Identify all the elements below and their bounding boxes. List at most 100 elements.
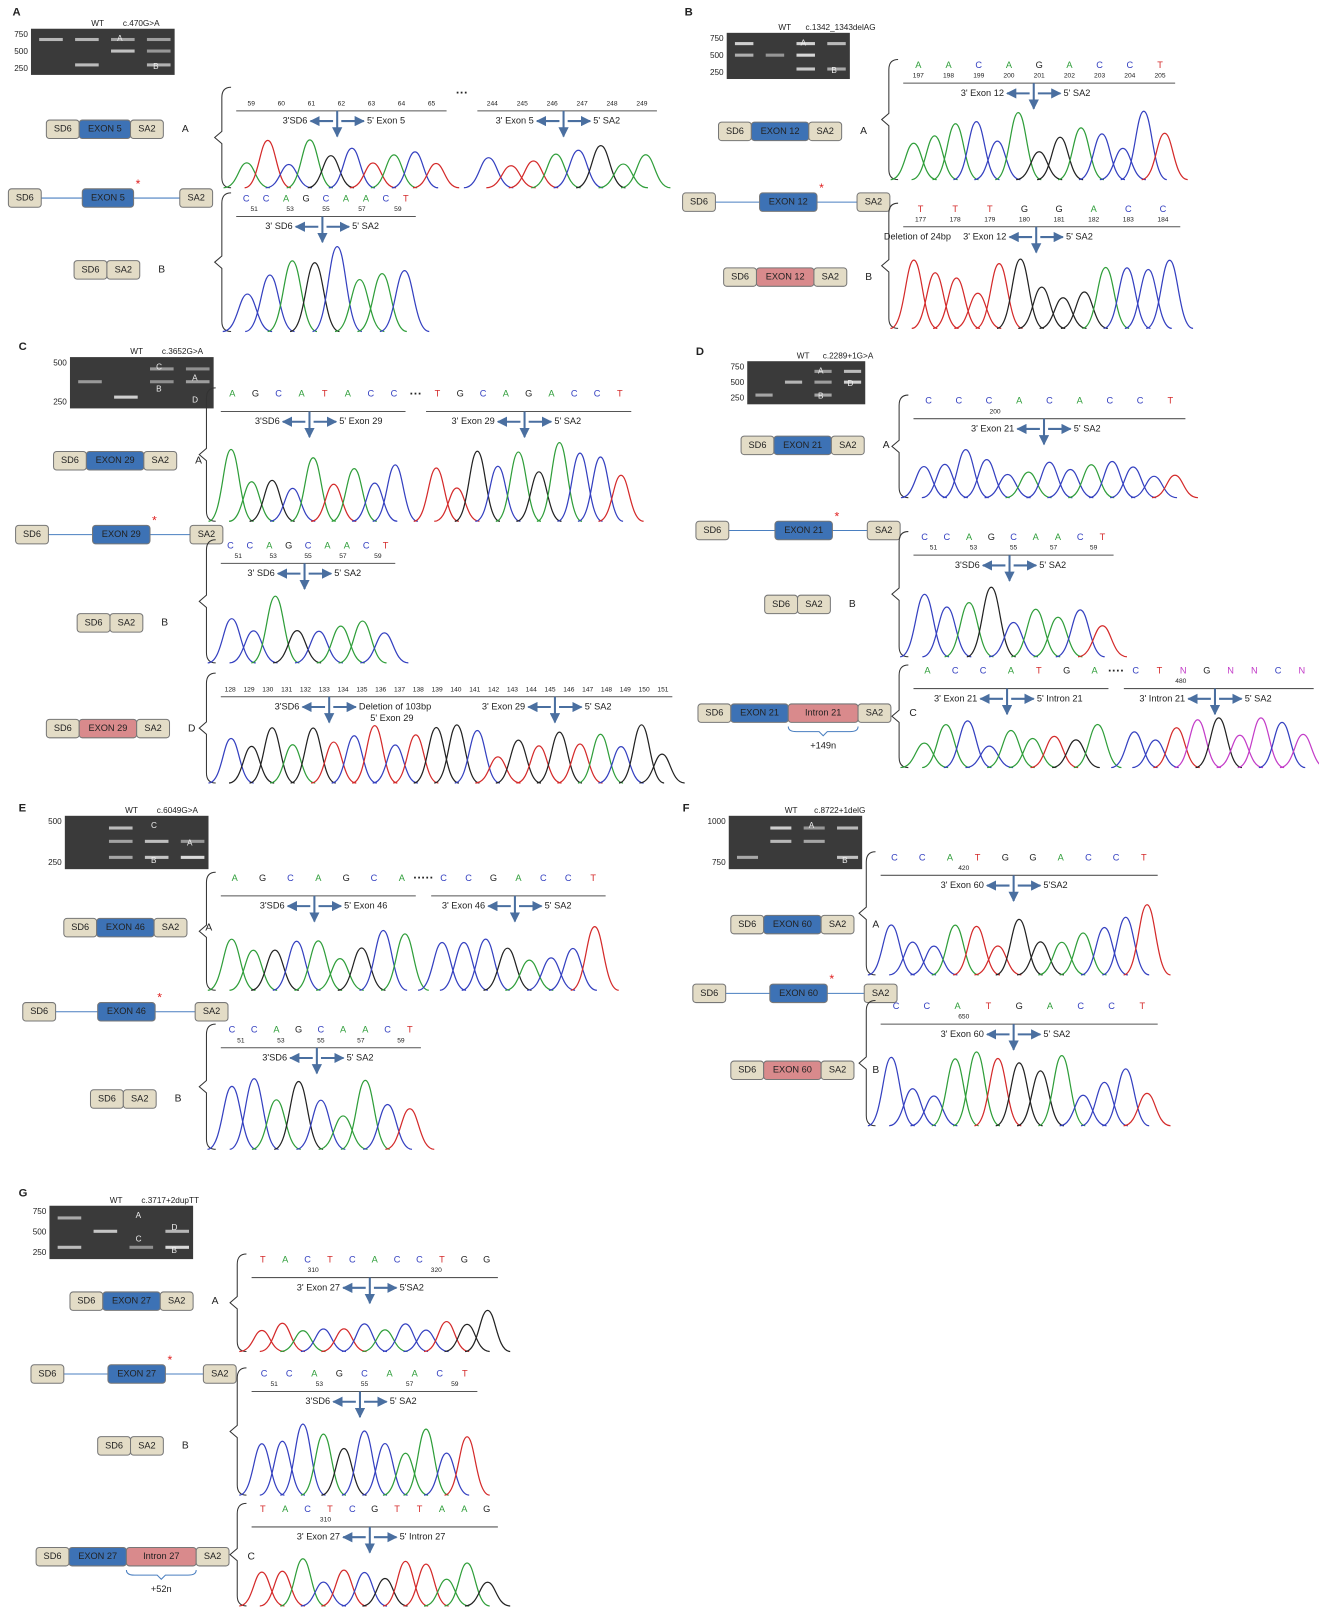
base-call: C xyxy=(1132,666,1139,676)
base-call: C xyxy=(227,540,234,550)
chromatogram-peak xyxy=(1146,260,1193,328)
chromatogram-peak xyxy=(912,136,958,180)
base-call: C xyxy=(1275,666,1282,676)
bracket xyxy=(859,852,875,975)
base-call: C xyxy=(1085,852,1092,862)
base-call: A xyxy=(283,194,290,204)
base-call: T xyxy=(383,540,389,550)
bracket xyxy=(215,87,231,188)
construct-label: EXON 12 xyxy=(769,197,808,207)
chromatogram-peak xyxy=(455,730,500,783)
position-number: 51 xyxy=(235,553,243,560)
base-call: T xyxy=(1157,666,1163,676)
chromatogram-peak xyxy=(229,746,274,783)
junction-label: 5'SA2 xyxy=(400,1282,424,1292)
chromatogram-peak xyxy=(403,1429,448,1495)
construct-label: EXON 27 xyxy=(117,1368,156,1378)
base-call: G xyxy=(461,1255,468,1265)
chromatogram-peak xyxy=(557,744,602,783)
band-label: C xyxy=(151,821,157,830)
base-call: C xyxy=(436,1368,443,1378)
position-number: 137 xyxy=(394,686,405,693)
base-call: C xyxy=(1077,1001,1084,1011)
position-number: 142 xyxy=(488,686,499,693)
gel-band xyxy=(181,840,205,843)
junction-label: 3' SD6 xyxy=(265,221,292,231)
base-call: N xyxy=(1298,666,1305,676)
chromatogram-peak xyxy=(342,1324,387,1352)
base-call: C xyxy=(923,1001,930,1011)
base-call: C xyxy=(921,532,928,542)
position-number: 200 xyxy=(1003,73,1014,80)
bracket xyxy=(215,193,231,332)
bracket xyxy=(199,1024,215,1149)
base-call: T xyxy=(327,1255,333,1265)
construct-label: SA2 xyxy=(203,1006,220,1016)
chromatogram-peak xyxy=(598,747,643,783)
position-number: 130 xyxy=(262,686,273,693)
junction-label: 5' Intron 21 xyxy=(1037,693,1083,703)
position-number: 128 xyxy=(225,686,236,693)
base-call: N xyxy=(1251,666,1258,676)
chromatogram-peak xyxy=(1100,148,1146,179)
note: 5' Exon 29 xyxy=(370,713,413,723)
gel-band xyxy=(75,63,99,66)
size-label: 250 xyxy=(53,397,67,406)
lane-label: WT xyxy=(125,806,138,815)
base-call: T xyxy=(918,204,924,214)
junction-label: 3' Exon 60 xyxy=(941,880,984,890)
construct-label: SA2 xyxy=(839,440,856,450)
gel-band xyxy=(150,380,174,383)
construct-label: SD6 xyxy=(690,197,708,207)
chromatogram-peak xyxy=(516,746,561,783)
junction-label: 3' Exon 12 xyxy=(963,231,1006,241)
chromatogram-peak xyxy=(332,469,377,522)
base-call: G xyxy=(343,873,350,883)
chromatogram-peak xyxy=(291,728,336,783)
gel-band xyxy=(114,396,138,399)
lane-label: WT xyxy=(797,351,810,360)
row-label: A xyxy=(883,440,890,451)
position-number: 57 xyxy=(406,1381,414,1388)
chromatogram-peak xyxy=(1132,740,1178,768)
chromatogram-peak xyxy=(890,260,937,328)
bracket xyxy=(859,1001,875,1126)
chromatogram-peak xyxy=(933,278,980,328)
construct-label: SA2 xyxy=(198,529,215,539)
chromatogram-peak xyxy=(362,1579,407,1606)
chromatogram-peak xyxy=(557,453,602,521)
base-call: G xyxy=(252,388,259,398)
construct-label: SD6 xyxy=(16,192,34,202)
construct-label: Intron 27 xyxy=(143,1551,179,1561)
construct-label: SD6 xyxy=(703,525,721,535)
insert-brace xyxy=(788,727,858,736)
row-label: B xyxy=(182,1441,189,1452)
base-call: G xyxy=(490,873,497,883)
base-call: T xyxy=(1167,396,1173,406)
size-label: 750 xyxy=(33,1207,47,1216)
base-call: T xyxy=(439,1255,445,1265)
position-number: 145 xyxy=(544,686,555,693)
base-call: C xyxy=(275,388,282,398)
base-call: C xyxy=(943,532,950,542)
base-call: G xyxy=(285,540,292,550)
chromatogram-peak xyxy=(1259,722,1305,767)
base-call: G xyxy=(1036,60,1043,70)
chromatogram-peak xyxy=(462,939,510,990)
base-call: A xyxy=(266,540,273,550)
chromatogram-peak xyxy=(251,596,299,663)
base-call: G xyxy=(1002,852,1009,862)
construct-label: EXON 5 xyxy=(88,124,122,134)
chromatogram-peak xyxy=(578,734,623,783)
junction-label: 3'SD6 xyxy=(275,701,300,711)
chromatogram-peak xyxy=(321,1448,366,1495)
position-number: 53 xyxy=(286,206,294,213)
base-call: A xyxy=(362,1025,369,1035)
base-call: A xyxy=(515,873,522,883)
band-label: B xyxy=(842,856,848,865)
chromatogram-peak xyxy=(1121,111,1167,179)
chromatogram-peak xyxy=(891,143,937,179)
base-call: C xyxy=(416,1255,423,1265)
base-call: C xyxy=(1046,396,1053,406)
chromatogram-peak xyxy=(932,1059,979,1126)
